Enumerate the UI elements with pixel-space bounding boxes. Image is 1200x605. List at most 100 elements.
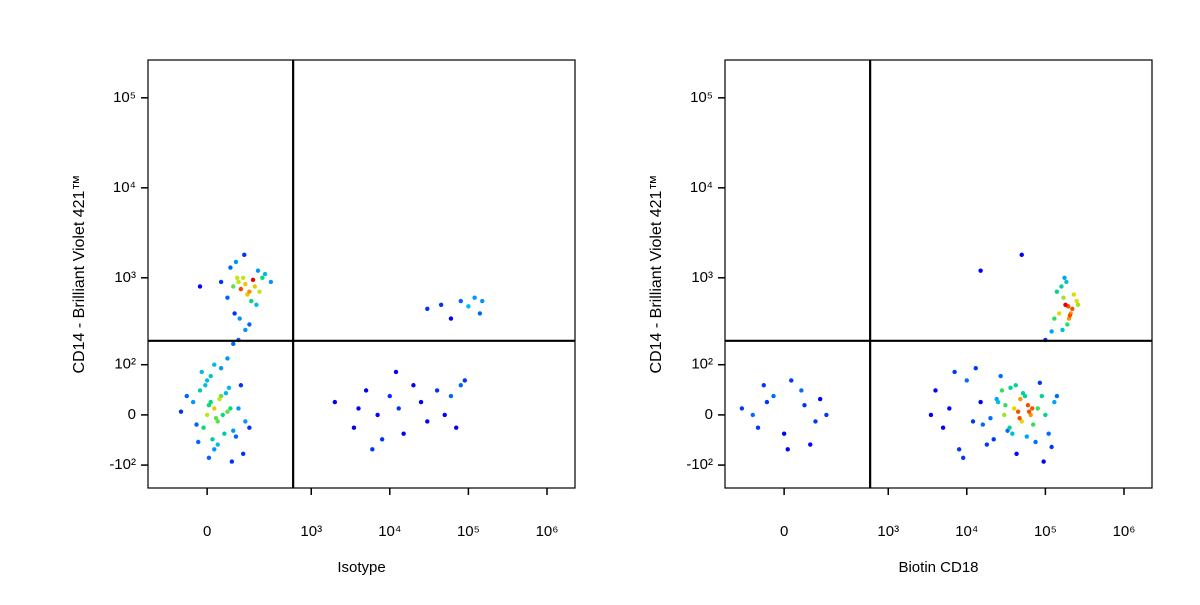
- event-dot: [243, 327, 248, 333]
- event-dot: [217, 396, 222, 402]
- plot-frame: [147, 59, 576, 489]
- event-dot: [1074, 298, 1079, 304]
- y-tick-label: -10²: [109, 456, 136, 473]
- event-dot: [940, 425, 946, 430]
- event-dot: [991, 437, 996, 442]
- event-dot: [1071, 292, 1077, 297]
- event-dot: [418, 399, 424, 405]
- event-dot: [978, 399, 983, 405]
- event-dot: [260, 275, 265, 280]
- event-dot: [817, 396, 823, 402]
- event-dot: [1039, 393, 1044, 399]
- event-dot: [249, 298, 254, 304]
- event-dot: [233, 434, 239, 439]
- event-dot: [247, 425, 252, 430]
- event-dot: [228, 406, 233, 411]
- event-dot: [235, 275, 240, 280]
- event-dot: [1062, 275, 1067, 280]
- event-dot: [1065, 322, 1070, 327]
- event-dot: [218, 279, 224, 285]
- y-tick-label: 10⁴: [113, 179, 136, 196]
- event-dot: [1033, 439, 1038, 445]
- y-tick-label: 10⁵: [690, 89, 713, 106]
- event-dot: [1054, 289, 1060, 294]
- event-dot: [393, 369, 399, 375]
- event-dot: [268, 279, 274, 285]
- x-tick-label: 10⁵: [1034, 523, 1057, 540]
- event-dot: [1037, 380, 1043, 386]
- event-dot: [375, 412, 380, 418]
- event-dot: [242, 252, 247, 258]
- event-dot: [466, 304, 471, 309]
- panel: 0 10³ 10⁴ 10⁵ 10⁶ -10² 0 10² 10³ 10⁴ 10⁵ Isotype CD1…: [71, 59, 576, 576]
- event-dot: [1026, 409, 1032, 414]
- event-dot: [257, 289, 262, 294]
- event-dot: [739, 406, 745, 411]
- event-dot: [808, 442, 813, 447]
- event-dot: [236, 406, 241, 411]
- event-dot: [1070, 306, 1075, 312]
- event-dot: [434, 388, 440, 393]
- event-dot: [1035, 406, 1040, 411]
- event-dot: [204, 378, 210, 383]
- x-tick-label: 10⁴: [378, 523, 401, 540]
- event-dot: [799, 388, 804, 393]
- event-dot: [247, 289, 252, 294]
- event-dot: [1052, 399, 1057, 405]
- event-dot: [477, 311, 483, 316]
- event-dot: [215, 419, 220, 424]
- panel: 0 10³ 10⁴ 10⁵ 10⁶ -10² 0 10² 10³ 10⁴ 10⁵ Biotin CD1…: [648, 59, 1153, 576]
- event-dot: [194, 422, 199, 427]
- event-dot: [1019, 419, 1024, 424]
- event-dot: [1075, 302, 1081, 307]
- event-dot: [197, 284, 203, 289]
- event-dot: [952, 369, 957, 375]
- event-dot: [1049, 329, 1054, 334]
- event-dot: [438, 302, 444, 307]
- event-dot: [978, 268, 983, 273]
- event-dot: [225, 295, 230, 300]
- event-dot: [184, 393, 189, 399]
- event-dot: [222, 431, 227, 436]
- event-dot: [956, 447, 962, 452]
- event-dot: [1018, 396, 1023, 402]
- event-dot: [789, 378, 794, 383]
- event-dot: [212, 406, 217, 411]
- event-dot: [218, 365, 224, 371]
- y-axis-label: CD14 - Brilliant Violet 421™: [648, 175, 665, 374]
- event-dot: [1031, 422, 1036, 427]
- event-dot: [243, 281, 248, 287]
- event-dot: [1057, 311, 1062, 316]
- event-dot: [1067, 313, 1073, 318]
- event-dot: [215, 442, 220, 447]
- event-dot: [223, 391, 229, 396]
- event-dot: [356, 406, 361, 411]
- event-dot: [1020, 391, 1026, 396]
- event-dot: [203, 383, 208, 388]
- event-dot: [1061, 295, 1066, 300]
- event-dot: [229, 459, 235, 464]
- event-dot: [225, 409, 230, 414]
- event-dot: [225, 356, 230, 361]
- event-dot: [425, 419, 430, 424]
- event-dot: [970, 419, 976, 424]
- event-dot: [231, 341, 236, 347]
- event-dot: [231, 428, 236, 433]
- event-dot: [206, 455, 212, 461]
- event-dot: [1003, 403, 1008, 408]
- event-dot: [1041, 459, 1046, 464]
- event-dot: [973, 365, 978, 371]
- event-dot: [448, 316, 454, 321]
- event-dot: [232, 311, 237, 316]
- event-dot: [237, 316, 242, 321]
- event-dot: [250, 277, 256, 282]
- x-tick-label: 10⁵: [457, 523, 480, 540]
- x-tick-label: 10⁶: [1113, 523, 1136, 540]
- event-dot: [1063, 302, 1068, 307]
- event-dot: [1052, 316, 1057, 321]
- event-dot: [472, 295, 477, 300]
- event-dot: [462, 378, 467, 383]
- event-dot: [208, 373, 213, 379]
